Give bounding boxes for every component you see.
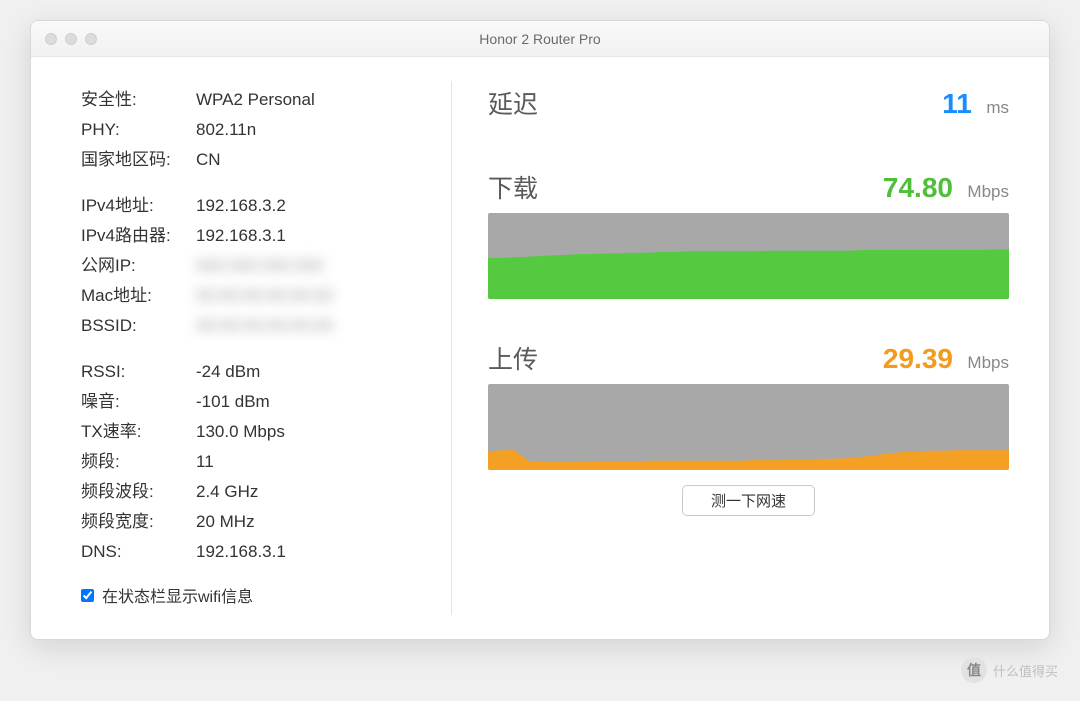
download-metric: 下载 74.80 Mbps [488, 169, 1009, 304]
watermark-text: 什么值得买 [993, 661, 1058, 680]
window-title: Honor 2 Router Pro [31, 31, 1049, 47]
info-row: 国家地区码:CN [81, 145, 431, 175]
info-row: 噪音:-101 dBm [81, 387, 431, 417]
latency-unit: ms [986, 98, 1009, 117]
info-panel: 安全性:WPA2 PersonalPHY:802.11n国家地区码:CN IPv… [31, 57, 451, 639]
info-value: 00:00:00:00:00:00 [196, 281, 431, 311]
info-key: TX速率: [81, 417, 196, 447]
content: 安全性:WPA2 PersonalPHY:802.11n国家地区码:CN IPv… [31, 57, 1049, 639]
info-row: BSSID:00:00:00:00:00:00 [81, 311, 431, 341]
info-row: 频段波段:2.4 GHz [81, 477, 431, 507]
info-group-security: 安全性:WPA2 PersonalPHY:802.11n国家地区码:CN [81, 85, 431, 175]
info-key: 频段波段: [81, 477, 196, 507]
info-group-signal: RSSI:-24 dBm噪音:-101 dBmTX速率:130.0 Mbps频段… [81, 357, 431, 567]
upload-value: 29.39 [883, 343, 953, 374]
info-value: -101 dBm [196, 387, 431, 417]
info-value: 11 [196, 447, 431, 477]
info-value: CN [196, 145, 431, 175]
info-key: DNS: [81, 537, 196, 567]
watermark-badge-icon: 值 [961, 657, 987, 683]
info-value: 20 MHz [196, 507, 431, 537]
info-row: 公网IP:000.000.000.000 [81, 251, 431, 281]
info-key: RSSI: [81, 357, 196, 387]
info-key: Mac地址: [81, 281, 196, 311]
info-group-network: IPv4地址:192.168.3.2IPv4路由器:192.168.3.1公网I… [81, 191, 431, 341]
statusbar-checkbox[interactable] [81, 589, 94, 602]
info-value: 192.168.3.1 [196, 537, 431, 567]
speedtest-button[interactable]: 测一下网速 [682, 485, 815, 516]
statusbar-checkbox-row[interactable]: 在状态栏显示wifi信息 [81, 583, 431, 607]
latency-value: 11 [942, 88, 972, 119]
upload-label: 上传 [488, 340, 538, 376]
info-row: PHY:802.11n [81, 115, 431, 145]
checkbox-label: 在状态栏显示wifi信息 [102, 583, 253, 607]
latency-label: 延迟 [488, 85, 538, 121]
info-row: Mac地址:00:00:00:00:00:00 [81, 281, 431, 311]
info-value: WPA2 Personal [196, 85, 431, 115]
metrics-panel: 延迟 11 ms 下载 74.80 Mbps [452, 57, 1049, 639]
latency-metric: 延迟 11 ms [488, 85, 1009, 121]
info-key: 国家地区码: [81, 145, 196, 175]
info-row: IPv4路由器:192.168.3.1 [81, 221, 431, 251]
download-unit: Mbps [967, 182, 1009, 201]
info-key: 噪音: [81, 387, 196, 417]
info-row: RSSI:-24 dBm [81, 357, 431, 387]
info-row: TX速率:130.0 Mbps [81, 417, 431, 447]
watermark: 值 什么值得买 [961, 657, 1058, 683]
info-row: DNS:192.168.3.1 [81, 537, 431, 567]
info-value: 192.168.3.2 [196, 191, 431, 221]
info-value: 2.4 GHz [196, 477, 431, 507]
info-key: PHY: [81, 115, 196, 145]
upload-chart [488, 384, 1009, 470]
info-row: IPv4地址:192.168.3.2 [81, 191, 431, 221]
download-chart [488, 213, 1009, 299]
info-value: 192.168.3.1 [196, 221, 431, 251]
info-value: 00:00:00:00:00:00 [196, 311, 431, 341]
info-key: 频段: [81, 447, 196, 477]
info-value: -24 dBm [196, 357, 431, 387]
upload-metric: 上传 29.39 Mbps [488, 340, 1009, 475]
info-row: 安全性:WPA2 Personal [81, 85, 431, 115]
app-window: Honor 2 Router Pro 安全性:WPA2 PersonalPHY:… [30, 20, 1050, 640]
titlebar: Honor 2 Router Pro [31, 21, 1049, 57]
info-row: 频段宽度:20 MHz [81, 507, 431, 537]
download-value: 74.80 [883, 172, 953, 203]
info-key: IPv4路由器: [81, 221, 196, 251]
info-value: 000.000.000.000 [196, 251, 431, 281]
info-row: 频段:11 [81, 447, 431, 477]
info-key: 安全性: [81, 85, 196, 115]
download-label: 下载 [488, 169, 538, 205]
info-key: IPv4地址: [81, 191, 196, 221]
info-key: 频段宽度: [81, 507, 196, 537]
info-value: 130.0 Mbps [196, 417, 431, 447]
upload-unit: Mbps [967, 353, 1009, 372]
info-key: 公网IP: [81, 251, 196, 281]
info-key: BSSID: [81, 311, 196, 341]
info-value: 802.11n [196, 115, 431, 145]
